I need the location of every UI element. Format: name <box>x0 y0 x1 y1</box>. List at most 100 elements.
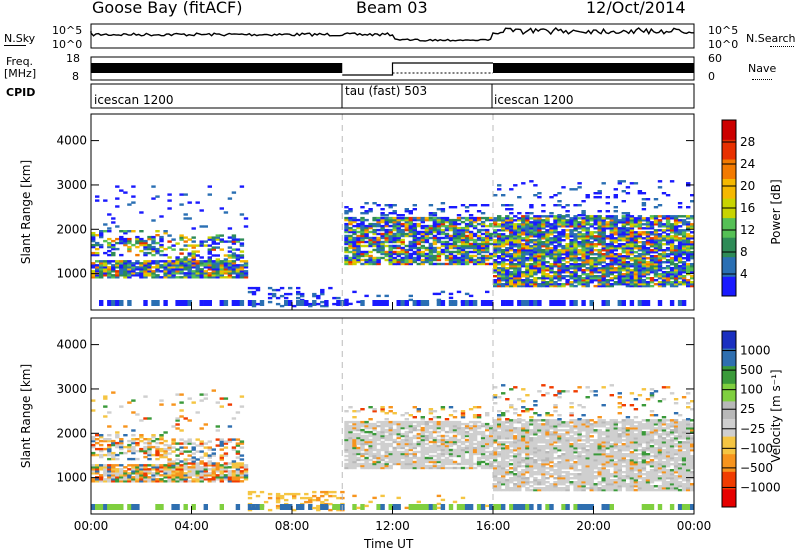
heatmap-cell <box>219 476 224 479</box>
heatmap-cell <box>529 233 534 236</box>
heatmap-cell <box>657 223 663 226</box>
heatmap-cell <box>633 273 639 276</box>
heatmap-cell <box>472 232 478 236</box>
heatmap-cell <box>372 410 377 413</box>
heatmap-cell <box>637 215 643 218</box>
heatmap-cell <box>489 254 494 258</box>
heatmap-cell <box>637 269 643 272</box>
heatmap-cell <box>681 219 687 222</box>
heatmap-cell <box>509 419 514 422</box>
heatmap-cell <box>376 262 381 266</box>
heatmap-cell <box>629 219 635 222</box>
heatmap-cell <box>167 476 172 479</box>
heatmap-cell <box>267 286 273 290</box>
heatmap-cell <box>408 456 413 460</box>
heatmap-cell <box>396 238 401 242</box>
heatmap-cell <box>565 253 570 256</box>
heatmap-cell <box>440 440 446 444</box>
heatmap-cell <box>625 237 631 240</box>
heatmap-cell <box>686 281 691 284</box>
heatmap-cell <box>460 244 466 248</box>
heatmap-cell <box>275 498 281 502</box>
heatmap-cell <box>420 254 425 258</box>
heatmap-cell <box>115 266 120 269</box>
heatmap-cell <box>593 253 598 256</box>
heatmap-cell <box>448 250 454 254</box>
heatmap-cell <box>597 215 602 218</box>
heatmap-cell <box>645 273 651 276</box>
heatmap-cell <box>344 212 349 215</box>
heatmap-cell <box>91 468 96 471</box>
heatmap-cell <box>629 257 635 260</box>
heatmap-cell <box>388 236 393 240</box>
heatmap-cell <box>629 283 635 286</box>
heatmap-cell <box>376 244 381 248</box>
heatmap-cell <box>227 240 233 243</box>
heatmap-cell <box>505 253 510 256</box>
heatmap-cell <box>577 263 582 266</box>
heatmap-cell <box>452 224 458 228</box>
heatmap-cell <box>573 284 578 288</box>
heatmap-cell <box>686 249 691 252</box>
heatmap-cell <box>115 260 120 263</box>
heatmap-cell <box>151 464 156 467</box>
heatmap-cell <box>513 421 518 424</box>
heatmap-cell <box>131 411 136 414</box>
heatmap-cell <box>585 267 590 270</box>
heatmap-cell <box>115 262 120 265</box>
heatmap-cell <box>553 241 558 244</box>
heatmap-cell <box>352 216 357 220</box>
heatmap-cell <box>183 504 188 510</box>
heatmap-cell <box>400 258 405 262</box>
heatmap-cell <box>545 273 550 276</box>
heatmap-cell <box>352 262 357 266</box>
heatmap-cell <box>432 422 438 426</box>
heatmap-cell <box>541 219 546 222</box>
heatmap-cell <box>493 488 498 492</box>
heatmap-cell <box>412 452 417 456</box>
heatmap-cell <box>525 251 530 254</box>
heatmap-cell <box>493 269 498 272</box>
heatmap-cell <box>396 218 401 222</box>
heatmap-cell <box>581 269 586 272</box>
heatmap-cell <box>497 433 502 436</box>
heatmap-cell <box>392 454 397 458</box>
heatmap-cell <box>207 300 212 306</box>
heatmap-cell <box>597 217 602 220</box>
heatmap-cell <box>509 259 514 262</box>
heatmap-cell <box>175 300 180 306</box>
heatmap-cell <box>653 239 659 242</box>
heatmap-cell <box>517 451 522 454</box>
heatmap-cell <box>372 224 377 228</box>
heatmap-cell <box>593 227 598 230</box>
heatmap-cell <box>384 244 389 248</box>
heatmap-cell <box>163 232 168 235</box>
heatmap-cell <box>372 228 377 232</box>
heatmap-cell <box>247 508 253 512</box>
heatmap-cell <box>501 245 506 248</box>
heatmap-cell <box>428 250 434 254</box>
heatmap-cell <box>513 443 518 446</box>
heatmap-cell <box>448 442 454 446</box>
heatmap-cell <box>239 442 245 445</box>
heatmap-cell <box>231 466 237 469</box>
heatmap-cell <box>585 251 590 254</box>
heatmap-cell <box>625 214 631 217</box>
heatmap-cell <box>633 233 639 236</box>
heatmap-cell <box>135 237 140 241</box>
heatmap-cell <box>243 262 249 265</box>
heatmap-cell <box>661 277 667 280</box>
heatmap-cell <box>581 265 586 268</box>
heatmap-cell <box>633 241 639 244</box>
heatmap-cell <box>485 246 490 250</box>
heatmap-cell <box>629 300 635 306</box>
heatmap-cell <box>440 450 446 454</box>
heatmap-cell <box>239 472 245 475</box>
heatmap-cell <box>493 469 498 472</box>
heatmap-cell <box>428 254 434 258</box>
heatmap-cell <box>227 478 233 481</box>
heatmap-cell <box>468 222 474 226</box>
heatmap-cell <box>155 472 160 475</box>
heatmap-cell <box>521 227 526 230</box>
heatmap-cell <box>163 253 168 257</box>
